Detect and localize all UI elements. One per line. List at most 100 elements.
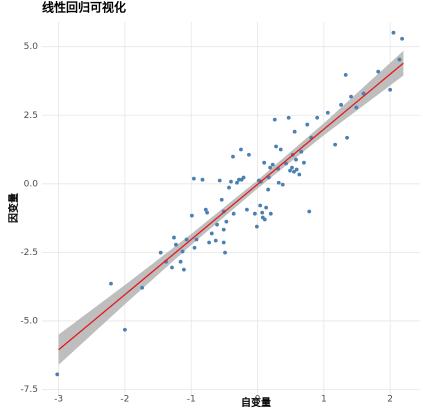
- data-point: [213, 238, 218, 243]
- data-point: [122, 327, 127, 332]
- data-point: [333, 142, 338, 147]
- data-point: [264, 205, 269, 210]
- data-point: [224, 219, 229, 224]
- data-point: [191, 176, 196, 181]
- data-point: [266, 187, 271, 192]
- data-point: [215, 222, 219, 227]
- data-point: [231, 154, 235, 159]
- data-point: [343, 73, 348, 77]
- data-point: [286, 115, 291, 120]
- x-tick-label: 1: [321, 395, 327, 405]
- data-point: [270, 162, 275, 167]
- data-point: [268, 211, 273, 216]
- data-point: [140, 285, 145, 290]
- data-point: [239, 147, 243, 152]
- data-point: [288, 168, 292, 173]
- y-tick-label: -7.5: [20, 385, 38, 395]
- data-point: [245, 207, 249, 212]
- data-point: [307, 209, 312, 214]
- data-point: [280, 182, 285, 187]
- data-point: [361, 91, 366, 96]
- data-point: [158, 250, 163, 255]
- data-point: [400, 36, 404, 41]
- y-tick-label: -2.5: [20, 248, 38, 258]
- data-point: [276, 180, 281, 185]
- x-tick-label: -3: [54, 395, 63, 405]
- data-point: [109, 281, 113, 286]
- data-point: [174, 242, 178, 247]
- data-point: [376, 69, 381, 74]
- data-point: [227, 185, 231, 190]
- data-point: [170, 265, 174, 270]
- data-point: [258, 203, 263, 208]
- data-point: [254, 224, 259, 229]
- data-point: [200, 177, 205, 182]
- data-point: [217, 178, 222, 183]
- data-point: [354, 105, 359, 110]
- chart-title: 线性回归可视化: [42, 0, 126, 15]
- data-point: [235, 180, 239, 185]
- x-tick-label: -1: [187, 395, 196, 405]
- data-point: [294, 157, 298, 162]
- confidence-band: [58, 50, 404, 365]
- y-tick-label: -5.0: [20, 316, 38, 326]
- data-point: [231, 211, 236, 216]
- data-point: [223, 250, 227, 255]
- data-point: [180, 249, 185, 254]
- data-point: [237, 177, 241, 182]
- data-point: [397, 57, 402, 62]
- data-point: [207, 240, 212, 245]
- data-point: [272, 117, 277, 122]
- data-point: [172, 235, 176, 240]
- data-point: [284, 161, 288, 166]
- data-point: [290, 165, 294, 170]
- data-point: [292, 169, 296, 174]
- data-point: [294, 167, 299, 172]
- data-point: [229, 179, 233, 184]
- x-tick-label: 0: [255, 395, 261, 405]
- data-point: [268, 165, 273, 170]
- data-point: [349, 94, 353, 99]
- data-point: [241, 175, 246, 180]
- data-point: [388, 87, 393, 92]
- data-point: [292, 129, 297, 134]
- data-point: [182, 267, 186, 272]
- x-tick-label: -2: [120, 395, 129, 405]
- y-axis-title: 因变量: [7, 193, 20, 223]
- data-point: [262, 160, 267, 165]
- data-point: [315, 115, 320, 120]
- data-point: [221, 227, 226, 232]
- data-point: [205, 210, 210, 215]
- data-point: [184, 237, 189, 242]
- data-point: [299, 149, 304, 154]
- data-point: [305, 122, 310, 127]
- data-point: [325, 110, 330, 115]
- regression-line: [58, 62, 404, 351]
- data-point: [194, 237, 199, 242]
- data-point: [178, 259, 183, 264]
- y-tick-label: 2.5: [24, 111, 38, 121]
- data-point: [302, 160, 306, 165]
- data-point: [203, 207, 208, 212]
- data-point: [247, 152, 251, 157]
- data-point: [209, 231, 214, 236]
- data-point: [345, 135, 349, 140]
- data-point: [219, 197, 224, 202]
- x-tick-label: 2: [387, 395, 393, 405]
- y-tick-label: 5.0: [24, 42, 39, 52]
- data-point: [192, 245, 197, 250]
- data-point: [189, 213, 194, 218]
- data-point: [297, 172, 302, 177]
- data-point: [260, 210, 265, 215]
- data-point: [274, 144, 278, 149]
- x-axis-title: 自变量: [241, 396, 271, 408]
- data-point: [278, 147, 283, 152]
- data-point: [339, 102, 343, 107]
- data-point: [55, 372, 60, 377]
- data-point: [221, 240, 226, 245]
- y-tick-label: 0.0: [24, 179, 39, 189]
- data-point: [391, 30, 396, 35]
- data-point: [262, 217, 267, 222]
- data-point: [252, 211, 257, 216]
